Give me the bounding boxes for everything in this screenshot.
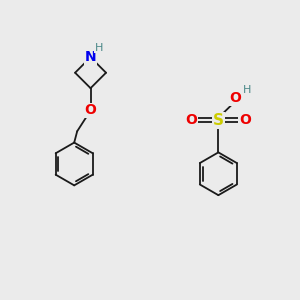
Text: O: O: [186, 113, 197, 127]
Text: S: S: [213, 113, 224, 128]
Text: H: H: [243, 85, 251, 95]
Text: N: N: [85, 50, 96, 64]
Text: O: O: [239, 113, 251, 127]
Text: O: O: [85, 103, 97, 118]
Text: H: H: [95, 43, 103, 53]
Text: O: O: [229, 91, 241, 105]
